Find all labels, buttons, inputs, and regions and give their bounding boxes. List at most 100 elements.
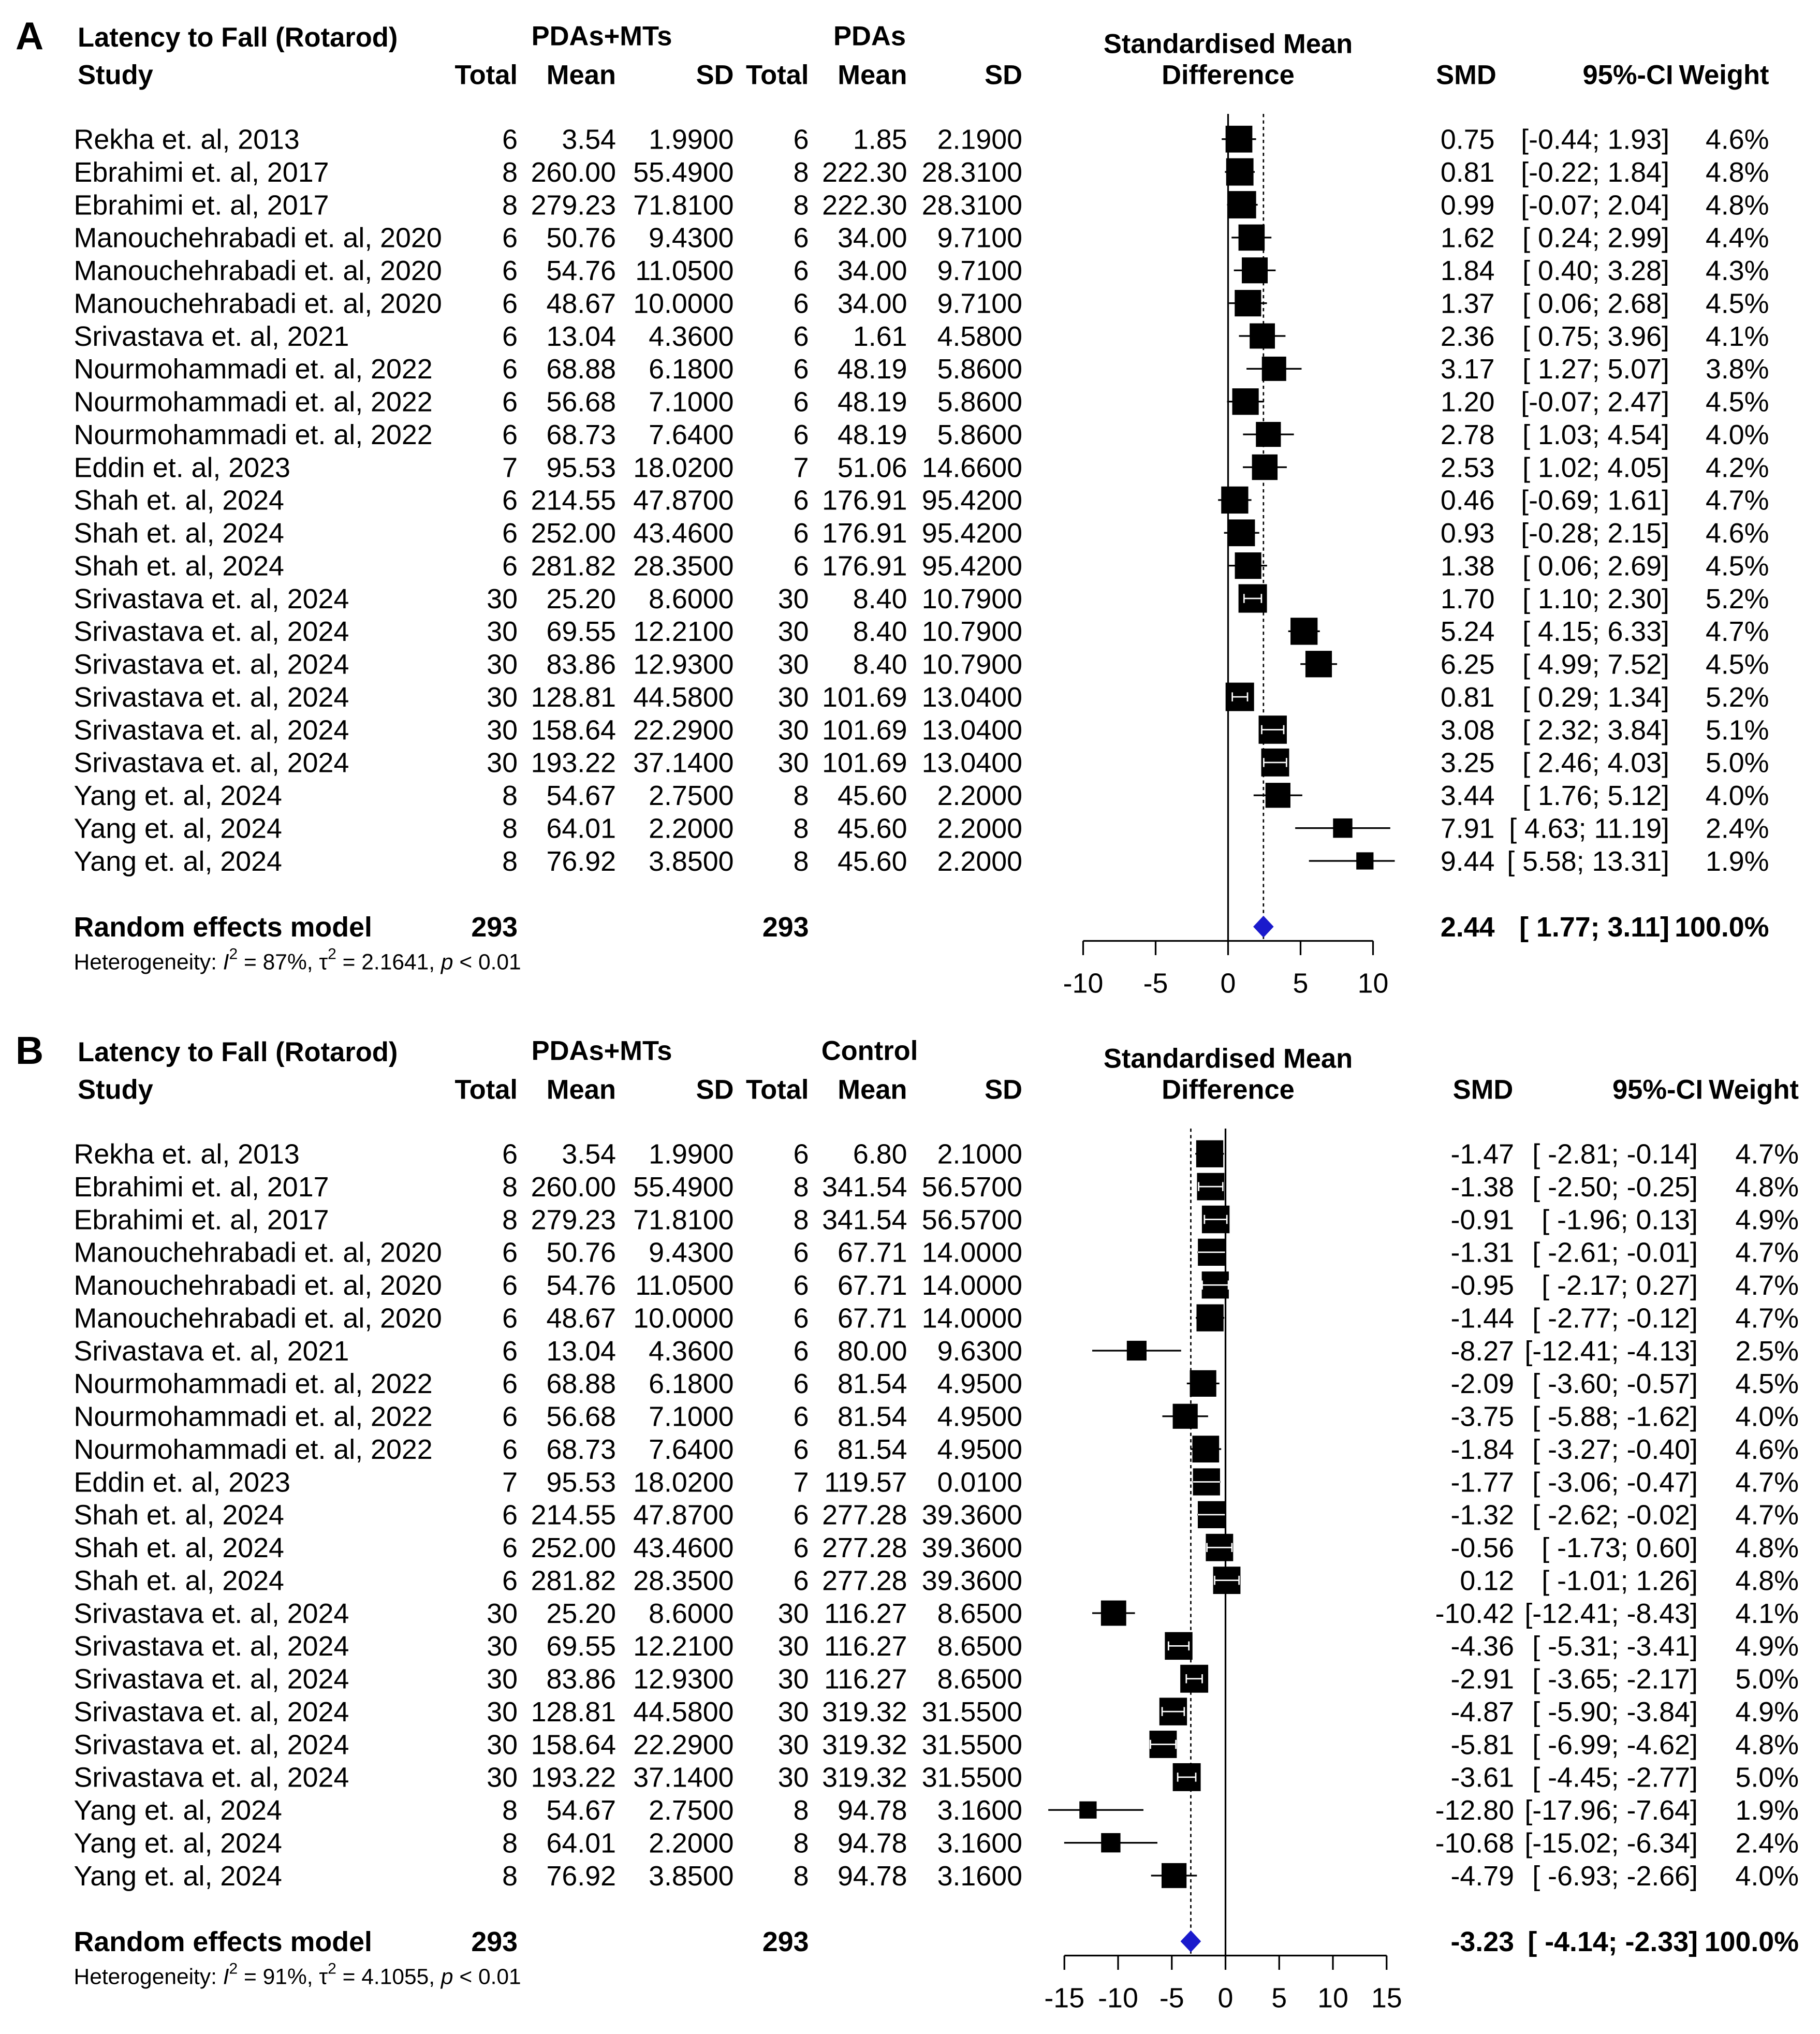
pooled-weight: 100.0%: [1705, 1926, 1799, 1957]
ci-value: [ 0.40; 3.28]: [1522, 255, 1669, 286]
study-name: Srivastava et. al, 2024: [74, 1729, 349, 1760]
mean1-value: 54.76: [546, 255, 616, 286]
sd2-value: 10.7900: [922, 649, 1022, 680]
sd1-value: 71.8100: [633, 189, 733, 221]
total2-value: 30: [778, 1598, 809, 1629]
ci-value: [ 2.32; 3.84]: [1522, 714, 1669, 745]
sd1-value: 44.5800: [633, 682, 733, 713]
total1-value: 30: [487, 1664, 518, 1695]
total1-value: 6: [502, 124, 518, 155]
total1-value: 8: [502, 157, 518, 188]
smd-value: 2.78: [1441, 419, 1495, 450]
weight-value: 4.4%: [1706, 223, 1769, 254]
heterogeneity-text: Heterogeneity: I2 = 91%, τ2 = 4.1055, p …: [74, 1960, 521, 1989]
mean1-value: 54.76: [546, 1270, 616, 1301]
study-row: Nourmohammadi et. al, 2022 6 68.73 7.6400 6 8…: [74, 1434, 1799, 1465]
smd-value: -3.75: [1450, 1401, 1514, 1432]
weight-value: 1.9%: [1735, 1795, 1799, 1826]
study-row: Rekha et. al, 2013 6 3.54 1.9900 6 1.85 2.1900…: [74, 124, 1769, 155]
forest-plot-area: -15 -10 -5 0 5 10 15: [1044, 1129, 1402, 2014]
study-name: Srivastava et. al, 2024: [74, 714, 349, 745]
mean2-value: 94.78: [838, 1795, 907, 1826]
weight-value: 5.1%: [1706, 714, 1769, 745]
sd1-value: 6.1800: [649, 1368, 733, 1399]
study-row: Srivastava et. al, 2024 30 69.55 12.2100 30 8…: [74, 616, 1769, 647]
total1-value: 8: [502, 846, 518, 877]
effect-marker: [1242, 257, 1268, 284]
mean2-value: 116.27: [824, 1598, 907, 1629]
forest-panel-a: A Latency to Fall (Rotarod) PDAs+MTs PDAs St…: [16, 14, 1769, 999]
study-name: Manouchehrabadi et. al, 2020: [74, 1237, 442, 1268]
smd-value: 0.81: [1441, 682, 1495, 713]
smd-value: -5.81: [1450, 1729, 1514, 1760]
study-name: Rekha et. al, 2013: [74, 1139, 300, 1170]
ci-value: [-12.41; -4.13]: [1524, 1336, 1698, 1367]
study-row: Shah et. al, 2024 6 281.82 28.3500 6 277.28 39…: [74, 1565, 1799, 1596]
total1-value: 6: [502, 1532, 518, 1563]
mean2-value: 8.40: [853, 649, 907, 680]
heterogeneity-text: Heterogeneity: I2 = 87%, τ2 = 2.1641, p …: [74, 946, 521, 975]
study-name: Srivastava et. al, 2021: [74, 321, 349, 352]
mean1-value: 68.73: [546, 419, 616, 450]
weight-value: 1.9%: [1706, 846, 1769, 877]
effect-marker: [1225, 125, 1253, 153]
total1-value: 6: [502, 485, 518, 516]
ci-value: [-12.41; -8.43]: [1524, 1598, 1698, 1629]
mean1-value: 56.68: [546, 387, 616, 418]
effect-marker: [1172, 1403, 1198, 1429]
x-tick-label: 10: [1358, 968, 1389, 999]
ci-value: [-17.96; -7.64]: [1524, 1795, 1698, 1826]
mean1-value: 3.54: [562, 124, 616, 155]
total1-value: 30: [487, 583, 518, 614]
heterogeneity-p-symbol: p: [440, 950, 453, 975]
total1-value: 6: [502, 1336, 518, 1367]
total1-value: 30: [487, 649, 518, 680]
total2-value: 8: [794, 846, 809, 877]
total1-value: 6: [502, 1565, 518, 1596]
effect-marker: [1226, 158, 1254, 186]
mean1-value: 13.04: [546, 1336, 616, 1367]
effect-marker: [1261, 356, 1286, 381]
study-row: Srivastava et. al, 2024 30 69.55 12.2100 30 1…: [74, 1631, 1799, 1662]
total2-value: 8: [794, 1204, 809, 1235]
ci-value: [ -3.27; -0.40]: [1532, 1434, 1698, 1465]
study-row: Ebrahimi et. al, 2017 8 260.00 55.4900 8 222.…: [74, 157, 1769, 188]
x-tick-label: 10: [1317, 1983, 1348, 2014]
study-name: Srivastava et. al, 2021: [74, 1336, 349, 1367]
study-row: Rekha et. al, 2013 6 3.54 1.9900 6 6.80 2.1000…: [74, 1139, 1799, 1170]
total2-value: 6: [794, 255, 809, 286]
mean2-value: 277.28: [822, 1565, 907, 1596]
pooled-total2: 293: [762, 1926, 809, 1957]
mean1-value: 69.55: [546, 616, 616, 647]
heterogeneity-tau-sup: 2: [328, 1960, 336, 1978]
sd1-value: 1.9900: [649, 124, 733, 155]
mean1-value: 3.54: [562, 1139, 616, 1170]
mean2-value: 8.40: [853, 616, 907, 647]
header-weight: Weight: [1709, 1075, 1799, 1105]
total2-value: 6: [794, 223, 809, 254]
weight-value: 5.2%: [1706, 682, 1769, 713]
ci-value: [ -1.01; 1.26]: [1542, 1565, 1698, 1596]
mean2-value: 94.78: [838, 1827, 907, 1859]
mean2-value: 101.69: [822, 748, 907, 779]
pooled-row: Random effects model 293 293 -3.23 [ -4.14; …: [74, 1926, 1799, 1957]
total1-value: 8: [502, 813, 518, 844]
sd2-value: 4.9500: [937, 1368, 1022, 1399]
pooled-label: Random effects model: [74, 912, 372, 943]
sd1-value: 18.0200: [633, 452, 733, 483]
total2-value: 6: [794, 1368, 809, 1399]
mean1-value: 158.64: [531, 714, 616, 745]
total1-value: 30: [487, 714, 518, 745]
total1-value: 6: [502, 1303, 518, 1334]
sd2-value: 95.4200: [922, 550, 1022, 581]
sd1-value: 3.8500: [649, 1861, 733, 1892]
mean1-value: 252.00: [531, 1532, 616, 1563]
total1-value: 6: [502, 1368, 518, 1399]
sd2-value: 39.3600: [922, 1565, 1022, 1596]
study-row: Srivastava et. al, 2024 30 25.20 8.6000 30 11…: [74, 1598, 1799, 1629]
study-row: Eddin et. al, 2023 7 95.53 18.0200 7 51.06 14.…: [74, 452, 1769, 483]
study-name: Shah et. al, 2024: [74, 1500, 284, 1531]
sd2-value: 14.0000: [922, 1237, 1022, 1268]
header-total2: Total: [746, 1075, 809, 1105]
ci-value: [ 0.06; 2.68]: [1522, 288, 1669, 319]
